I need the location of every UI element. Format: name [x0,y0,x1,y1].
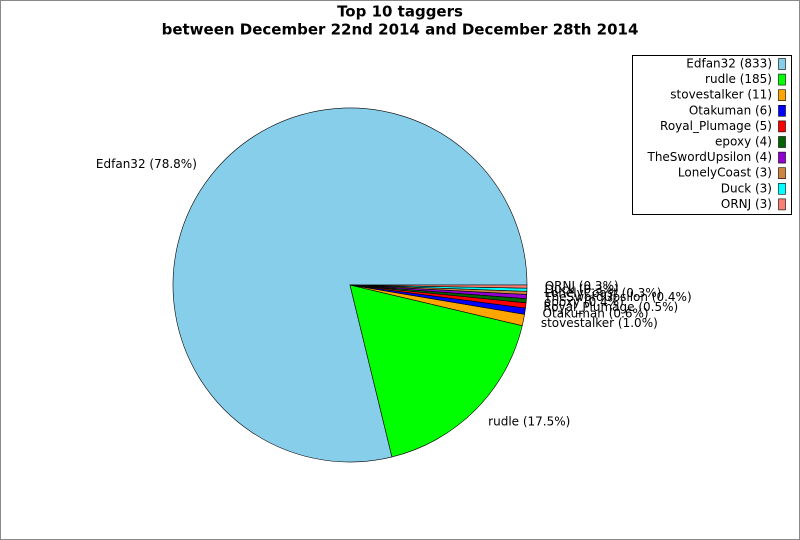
legend-box [632,55,792,215]
legend-label: stovestalker (11) [670,88,772,102]
chart-subtitle: between December 22nd 2014 and December … [162,21,639,39]
slice-label: rudle (17.5%) [488,415,570,429]
legend-swatch [778,120,786,133]
slice-label: Otakuman (0.6%) [543,306,649,320]
legend-swatch [778,58,786,70]
legend-label: Duck (3) [721,181,772,195]
legend-swatch [778,183,786,195]
legend-swatch [778,151,786,164]
legend-swatch [778,167,786,179]
legend-label: TheSwordUpsilon (4) [646,150,772,164]
pie-slice [349,284,523,458]
slice-label: ORNJ (0.3%) [545,279,619,293]
legend-label: Royal_Plumage (5) [660,119,772,133]
chart-title: Top 10 taggers [337,3,463,21]
legend-label: ORNJ (3) [721,197,772,211]
legend-label: Otakuman (6) [689,103,772,117]
legend-label: epoxy (4) [715,135,772,149]
legend-swatch [778,89,786,101]
slice-label: stovestalker (1.0%) [541,316,658,330]
slice-label: Edfan32 (78.8%) [96,157,197,171]
slice-label: epoxy (0.4%) [544,295,624,309]
legend-label: rudle (185) [705,72,772,86]
slice-label: Royal_Plumage (0.5%) [543,300,678,314]
slice-label: Duck (0.3%) [545,283,619,297]
pie-slice [172,107,528,463]
legend-swatch [778,198,786,211]
pie-slice [349,284,528,289]
slice-label: LonelyCoast (0.3%) [545,286,662,300]
slice-label: TheSwordUpsilon (0.4%) [543,290,691,304]
legend-swatch [778,73,786,86]
legend-label: LonelyCoast (3) [678,166,772,180]
legend-swatch [778,136,786,148]
legend-swatch [778,105,786,117]
legend-label: Edfan32 (833) [686,57,772,71]
